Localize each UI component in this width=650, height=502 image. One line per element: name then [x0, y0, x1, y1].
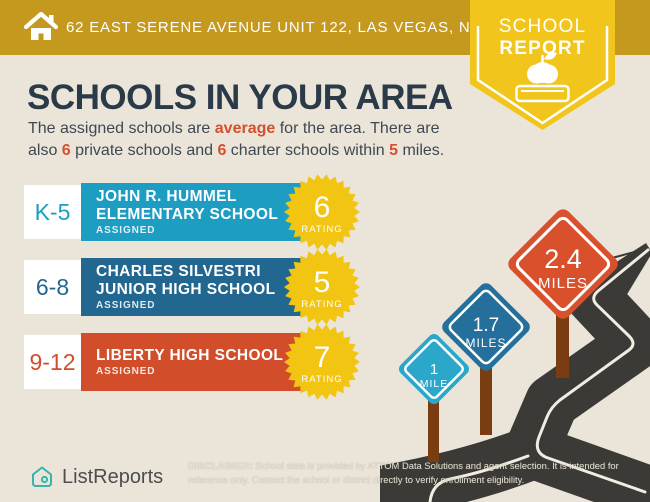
svg-text:RATING: RATING: [301, 299, 342, 310]
distance-sign-1-7-miles: 1.7 MILES: [442, 283, 530, 371]
rating-badge: 7 RATING: [284, 324, 360, 400]
grade-range: 9-12: [24, 335, 81, 389]
school-list: K-5 JOHN R. HUMMEL ELEMENTARY SCHOOL ASS…: [24, 174, 360, 408]
rating-badge: 6 RATING: [284, 174, 360, 250]
intro-highlight: 6: [217, 142, 227, 160]
school-row-elementary: K-5 JOHN R. HUMMEL ELEMENTARY SCHOOL ASS…: [24, 174, 360, 250]
disclaimer-text: DISCLAIMER: School data is provided by A…: [188, 459, 644, 487]
listreports-house-icon: [32, 466, 52, 487]
school-bar: LIBERTY HIGH SCHOOL ASSIGNED: [81, 333, 305, 391]
intro-part: private schools and: [70, 142, 218, 160]
road-graphic: 1 MILE 1.7 MILES 2.4 MILES: [380, 209, 650, 502]
svg-text:2.4: 2.4: [544, 244, 582, 274]
grade-range: K-5: [24, 185, 81, 239]
assigned-label: ASSIGNED: [96, 225, 156, 237]
intro-part: miles.: [398, 142, 445, 160]
svg-text:RATING: RATING: [301, 374, 342, 385]
school-bar: CHARLES SILVESTRI JUNIOR HIGH SCHOOL ASS…: [81, 258, 305, 316]
badge-title: SCHOOL REPORT: [498, 16, 587, 59]
school-row-high-school: 9-12 LIBERTY HIGH SCHOOL ASSIGNED 7 RATI…: [24, 324, 360, 400]
intro-highlight: average: [214, 120, 276, 137]
svg-text:1.7: 1.7: [473, 315, 499, 336]
listreports-logo: ListReports: [30, 465, 163, 489]
assigned-label: ASSIGNED: [96, 366, 156, 378]
school-name: JOHN R. HUMMEL ELEMENTARY SCHOOL: [96, 187, 279, 223]
intro-part: The assigned schools are: [28, 120, 215, 137]
intro-highlight: 5: [389, 142, 398, 160]
intro-text: The assigned schools are average for the…: [28, 118, 473, 163]
road: [380, 243, 650, 502]
intro-part: charter schools within: [226, 142, 390, 160]
svg-text:MILES: MILES: [538, 275, 588, 292]
brand-name: ListReports: [62, 465, 164, 488]
grade-range: 6-8: [24, 260, 81, 314]
svg-text:1: 1: [430, 361, 438, 378]
svg-text:RATING: RATING: [301, 224, 342, 235]
sign-posts: [428, 305, 569, 462]
page-title: SCHOOLS IN YOUR AREA: [27, 78, 453, 117]
distance-sign-1-mile: 1 MILE: [399, 334, 469, 404]
school-name: LIBERTY HIGH SCHOOL: [96, 346, 284, 364]
svg-text:MILE: MILE: [420, 378, 449, 390]
svg-text:5: 5: [314, 266, 331, 299]
assigned-label: ASSIGNED: [96, 300, 156, 312]
house-icon: [24, 12, 58, 40]
distance-sign-2-4-miles: 2.4 MILES: [508, 209, 618, 319]
badge-shape: [470, 0, 615, 130]
disclaimer-body: School data is provided by ATTOM Data So…: [188, 460, 619, 486]
svg-text:MILES: MILES: [465, 336, 506, 350]
intro-part: for the area. There are also: [28, 120, 440, 160]
school-name: CHARLES SILVESTRI JUNIOR HIGH SCHOOL: [96, 262, 276, 298]
school-report-badge: SCHOOL REPORT: [470, 0, 615, 132]
property-address: 62 EAST SERENE AVENUE UNIT 122, LAS VEGA…: [66, 19, 532, 36]
school-bar: JOHN R. HUMMEL ELEMENTARY SCHOOL ASSIGNE…: [81, 183, 305, 241]
disclaimer-label: DISCLAIMER:: [188, 460, 253, 471]
apple-book-icon: [515, 52, 570, 103]
svg-text:6: 6: [314, 191, 331, 224]
school-row-junior-high: 6-8 CHARLES SILVESTRI JUNIOR HIGH SCHOOL…: [24, 249, 360, 325]
svg-text:7: 7: [314, 341, 331, 374]
rating-badge: 5 RATING: [284, 249, 360, 325]
intro-highlight: 6: [61, 142, 71, 160]
